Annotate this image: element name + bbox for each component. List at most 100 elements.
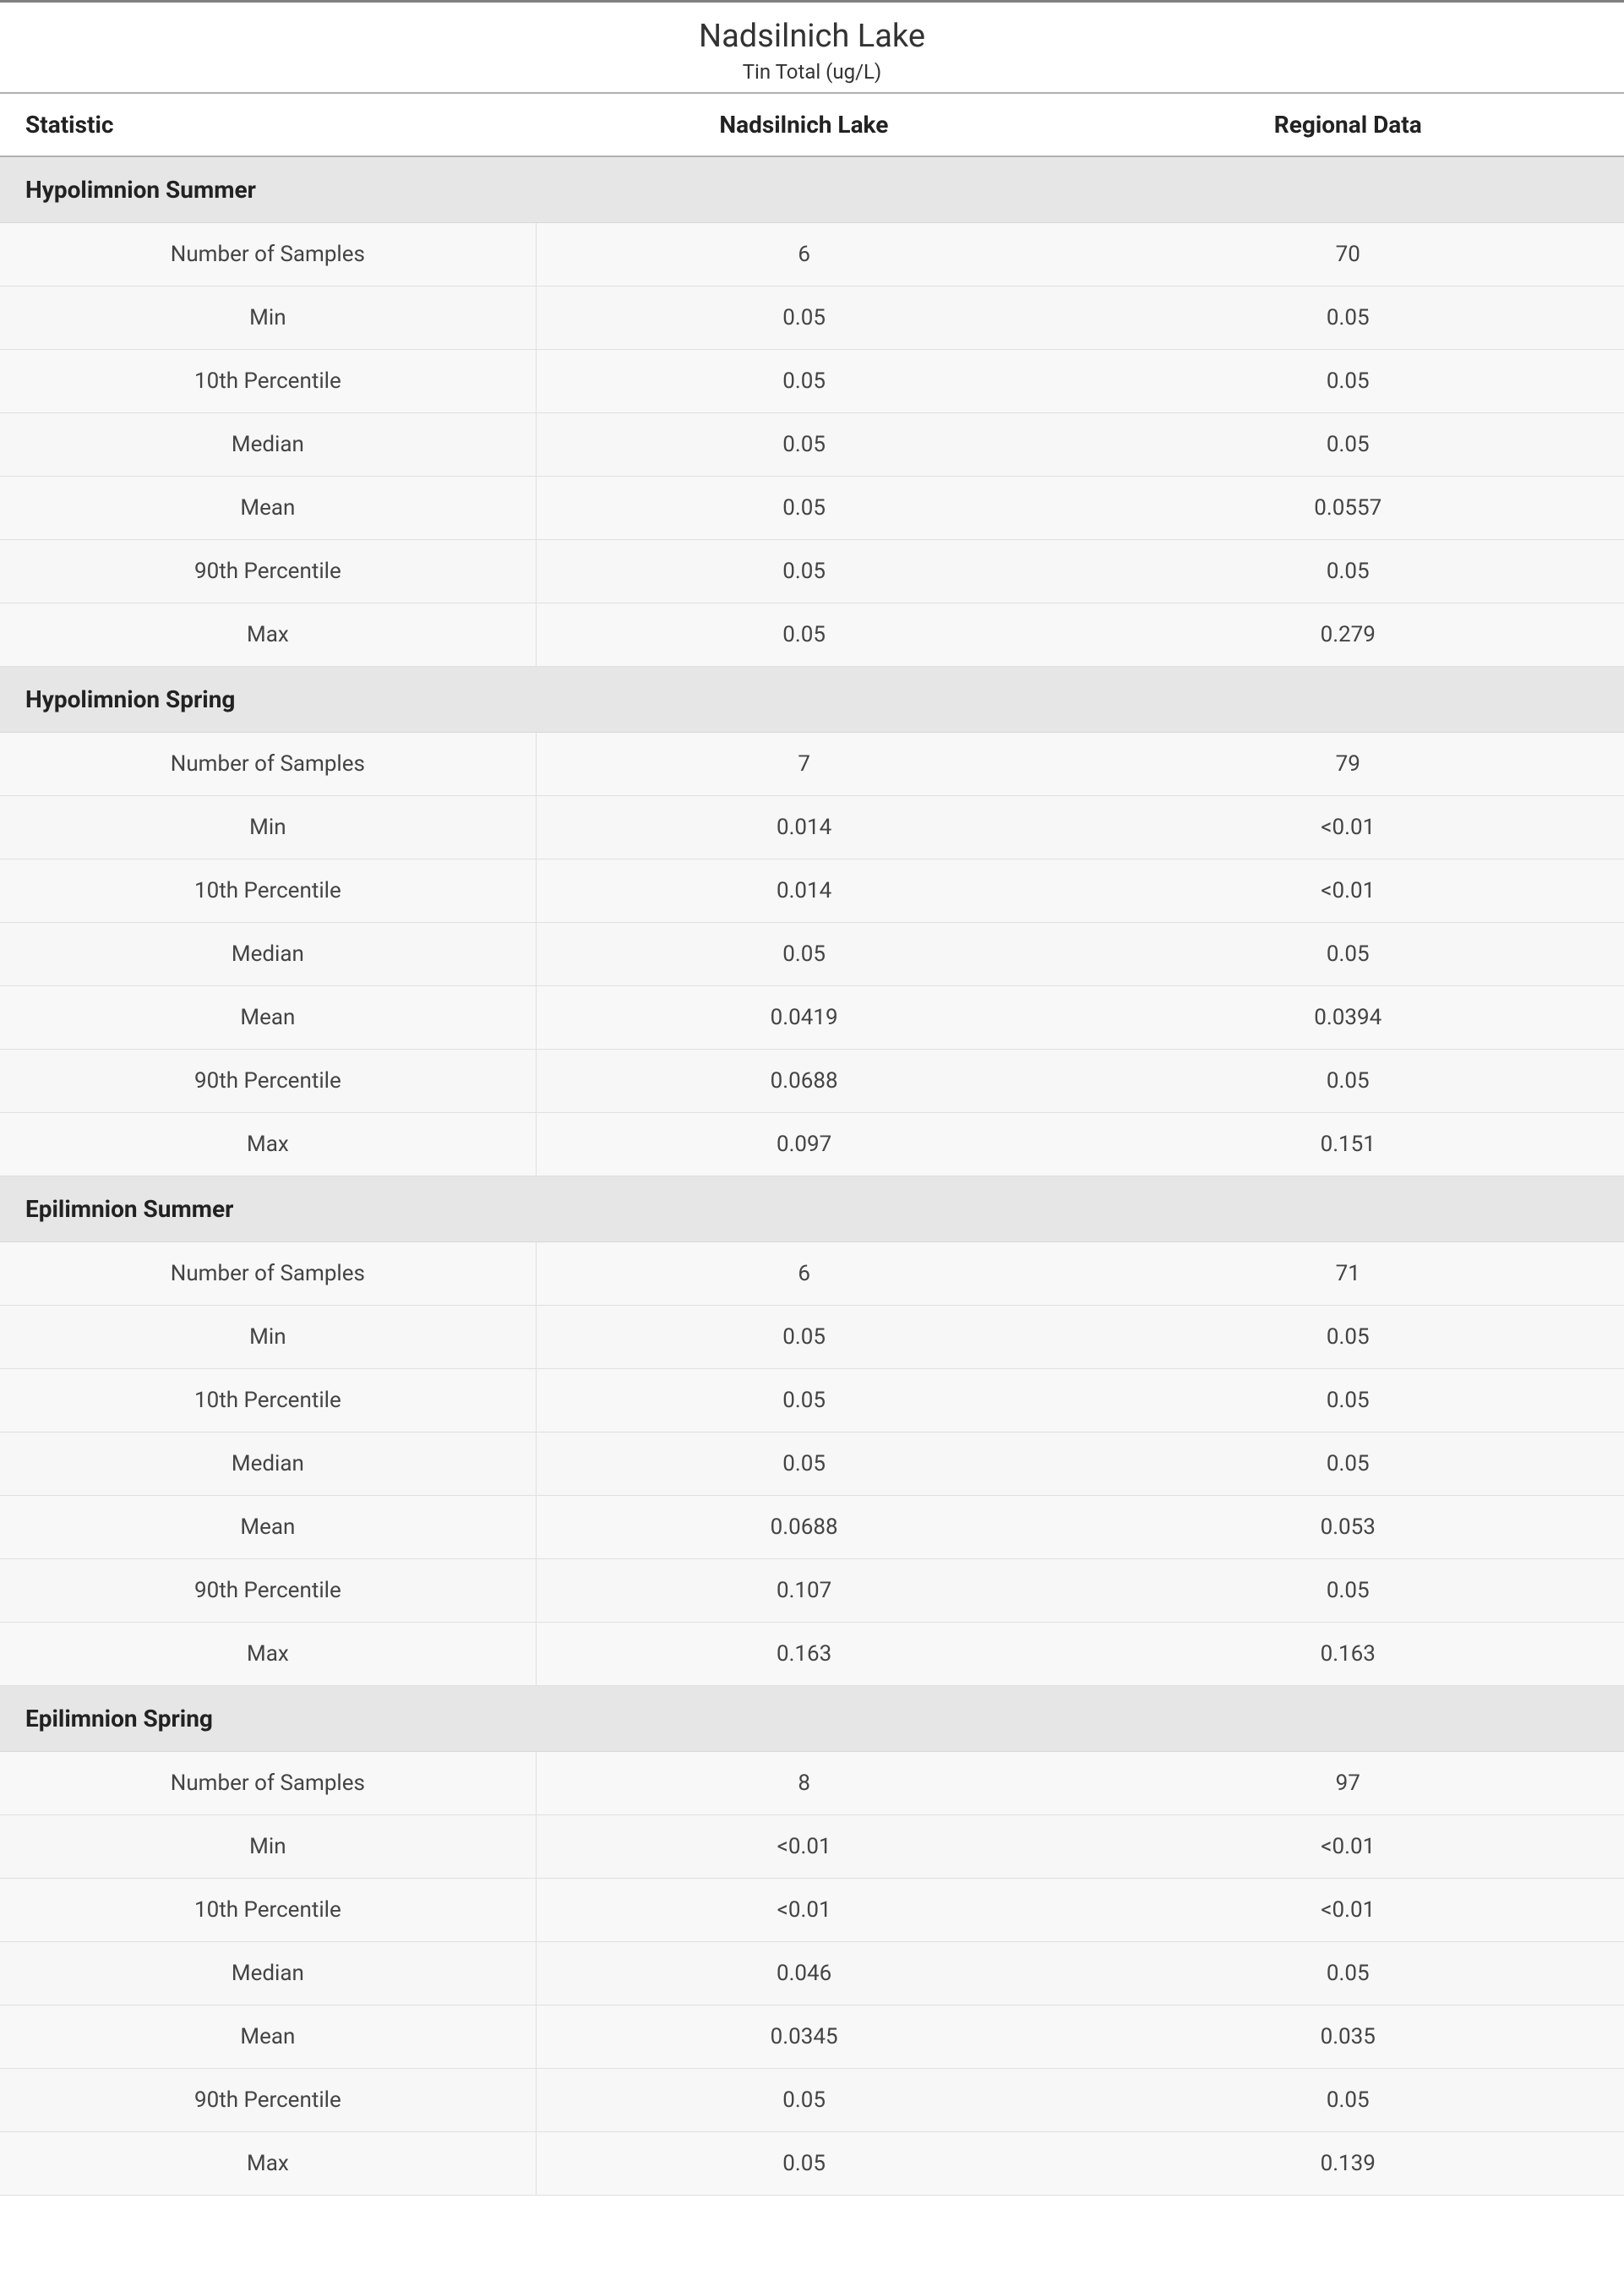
stat-label: 10th Percentile: [0, 859, 536, 923]
stat-label: 90th Percentile: [0, 540, 536, 603]
site-value: 0.163: [536, 1623, 1071, 1686]
site-value: 0.046: [536, 1942, 1071, 2005]
stat-label: Mean: [0, 986, 536, 1050]
regional-value: 0.05: [1072, 1559, 1624, 1623]
section-header-label: Epilimnion Summer: [0, 1176, 1624, 1242]
regional-value: 70: [1072, 223, 1624, 286]
regional-value: 0.035: [1072, 2005, 1624, 2069]
table-row: Max0.1630.163: [0, 1623, 1624, 1686]
stat-label: 10th Percentile: [0, 350, 536, 413]
stat-label: Min: [0, 286, 536, 350]
stat-label: Max: [0, 1113, 536, 1176]
site-value: <0.01: [536, 1879, 1071, 1942]
table-row: 90th Percentile0.06880.05: [0, 1050, 1624, 1113]
regional-value: 0.05: [1072, 1432, 1624, 1496]
table-row: 90th Percentile0.050.05: [0, 540, 1624, 603]
page-title: Nadsilnich Lake: [0, 18, 1624, 55]
stat-label: Mean: [0, 477, 536, 540]
site-value: 0.014: [536, 796, 1071, 859]
regional-value: 0.151: [1072, 1113, 1624, 1176]
table-row: Mean0.050.0557: [0, 477, 1624, 540]
col-header-regional: Regional Data: [1072, 94, 1624, 156]
site-value: 0.0688: [536, 1050, 1071, 1113]
title-block: Nadsilnich Lake Tin Total (ug/L): [0, 3, 1624, 94]
table-row: Min0.050.05: [0, 1306, 1624, 1369]
regional-value: 0.05: [1072, 1369, 1624, 1432]
section-header-row: Hypolimnion Summer: [0, 156, 1624, 223]
table-row: Max0.0970.151: [0, 1113, 1624, 1176]
regional-value: <0.01: [1072, 796, 1624, 859]
site-value: 6: [536, 1242, 1071, 1306]
stat-label: Max: [0, 1623, 536, 1686]
site-value: <0.01: [536, 1815, 1071, 1879]
table-row: Max0.050.139: [0, 2132, 1624, 2196]
table-row: 90th Percentile0.1070.05: [0, 1559, 1624, 1623]
site-value: 0.0688: [536, 1496, 1071, 1559]
col-header-statistic: Statistic: [0, 94, 536, 156]
table-row: Min0.014<0.01: [0, 796, 1624, 859]
stats-table: Statistic Nadsilnich Lake Regional Data …: [0, 94, 1624, 2196]
stat-label: Number of Samples: [0, 223, 536, 286]
site-value: 0.05: [536, 1432, 1071, 1496]
table-row: Median0.0460.05: [0, 1942, 1624, 2005]
table-body: Hypolimnion SummerNumber of Samples670Mi…: [0, 156, 1624, 2196]
table-row: Mean0.06880.053: [0, 1496, 1624, 1559]
stat-label: Min: [0, 796, 536, 859]
table-row: Number of Samples779: [0, 733, 1624, 796]
stat-label: Median: [0, 1942, 536, 2005]
stat-label: Max: [0, 2132, 536, 2196]
table-row: Number of Samples897: [0, 1752, 1624, 1815]
section-header-row: Hypolimnion Spring: [0, 667, 1624, 733]
site-value: 0.0345: [536, 2005, 1071, 2069]
site-value: 0.05: [536, 603, 1071, 667]
section-header-label: Hypolimnion Summer: [0, 156, 1624, 223]
section-header-row: Epilimnion Summer: [0, 1176, 1624, 1242]
stat-label: Number of Samples: [0, 1242, 536, 1306]
regional-value: 0.05: [1072, 2069, 1624, 2132]
site-value: 0.05: [536, 540, 1071, 603]
regional-value: 0.163: [1072, 1623, 1624, 1686]
section-header-row: Epilimnion Spring: [0, 1686, 1624, 1752]
regional-value: 0.0394: [1072, 986, 1624, 1050]
stat-label: Number of Samples: [0, 1752, 536, 1815]
regional-value: 0.0557: [1072, 477, 1624, 540]
site-value: 0.014: [536, 859, 1071, 923]
site-value: 0.05: [536, 413, 1071, 477]
stat-label: Median: [0, 413, 536, 477]
regional-value: <0.01: [1072, 1879, 1624, 1942]
table-row: 90th Percentile0.050.05: [0, 2069, 1624, 2132]
regional-value: 0.05: [1072, 1942, 1624, 2005]
table-row: Min<0.01<0.01: [0, 1815, 1624, 1879]
regional-value: 0.139: [1072, 2132, 1624, 2196]
regional-value: 0.05: [1072, 413, 1624, 477]
site-value: 0.05: [536, 1369, 1071, 1432]
site-value: 0.05: [536, 2069, 1071, 2132]
regional-value: 0.053: [1072, 1496, 1624, 1559]
stat-label: 90th Percentile: [0, 2069, 536, 2132]
site-value: 0.05: [536, 923, 1071, 986]
page-subtitle: Tin Total (ug/L): [0, 60, 1624, 84]
table-row: 10th Percentile<0.01<0.01: [0, 1879, 1624, 1942]
regional-value: <0.01: [1072, 859, 1624, 923]
stat-label: Max: [0, 603, 536, 667]
site-value: 0.0419: [536, 986, 1071, 1050]
table-row: Median0.050.05: [0, 923, 1624, 986]
table-row: Number of Samples671: [0, 1242, 1624, 1306]
site-value: 0.097: [536, 1113, 1071, 1176]
stat-label: 10th Percentile: [0, 1879, 536, 1942]
stat-label: Mean: [0, 1496, 536, 1559]
site-value: 7: [536, 733, 1071, 796]
stat-label: Number of Samples: [0, 733, 536, 796]
regional-value: 0.05: [1072, 540, 1624, 603]
stat-label: Min: [0, 1815, 536, 1879]
table-row: Mean0.03450.035: [0, 2005, 1624, 2069]
table-row: Median0.050.05: [0, 413, 1624, 477]
table-row: Min0.050.05: [0, 286, 1624, 350]
table-row: Median0.050.05: [0, 1432, 1624, 1496]
table-row: 10th Percentile0.050.05: [0, 1369, 1624, 1432]
regional-value: 71: [1072, 1242, 1624, 1306]
stat-label: Min: [0, 1306, 536, 1369]
regional-value: 0.05: [1072, 286, 1624, 350]
site-value: 0.107: [536, 1559, 1071, 1623]
stat-label: Median: [0, 923, 536, 986]
